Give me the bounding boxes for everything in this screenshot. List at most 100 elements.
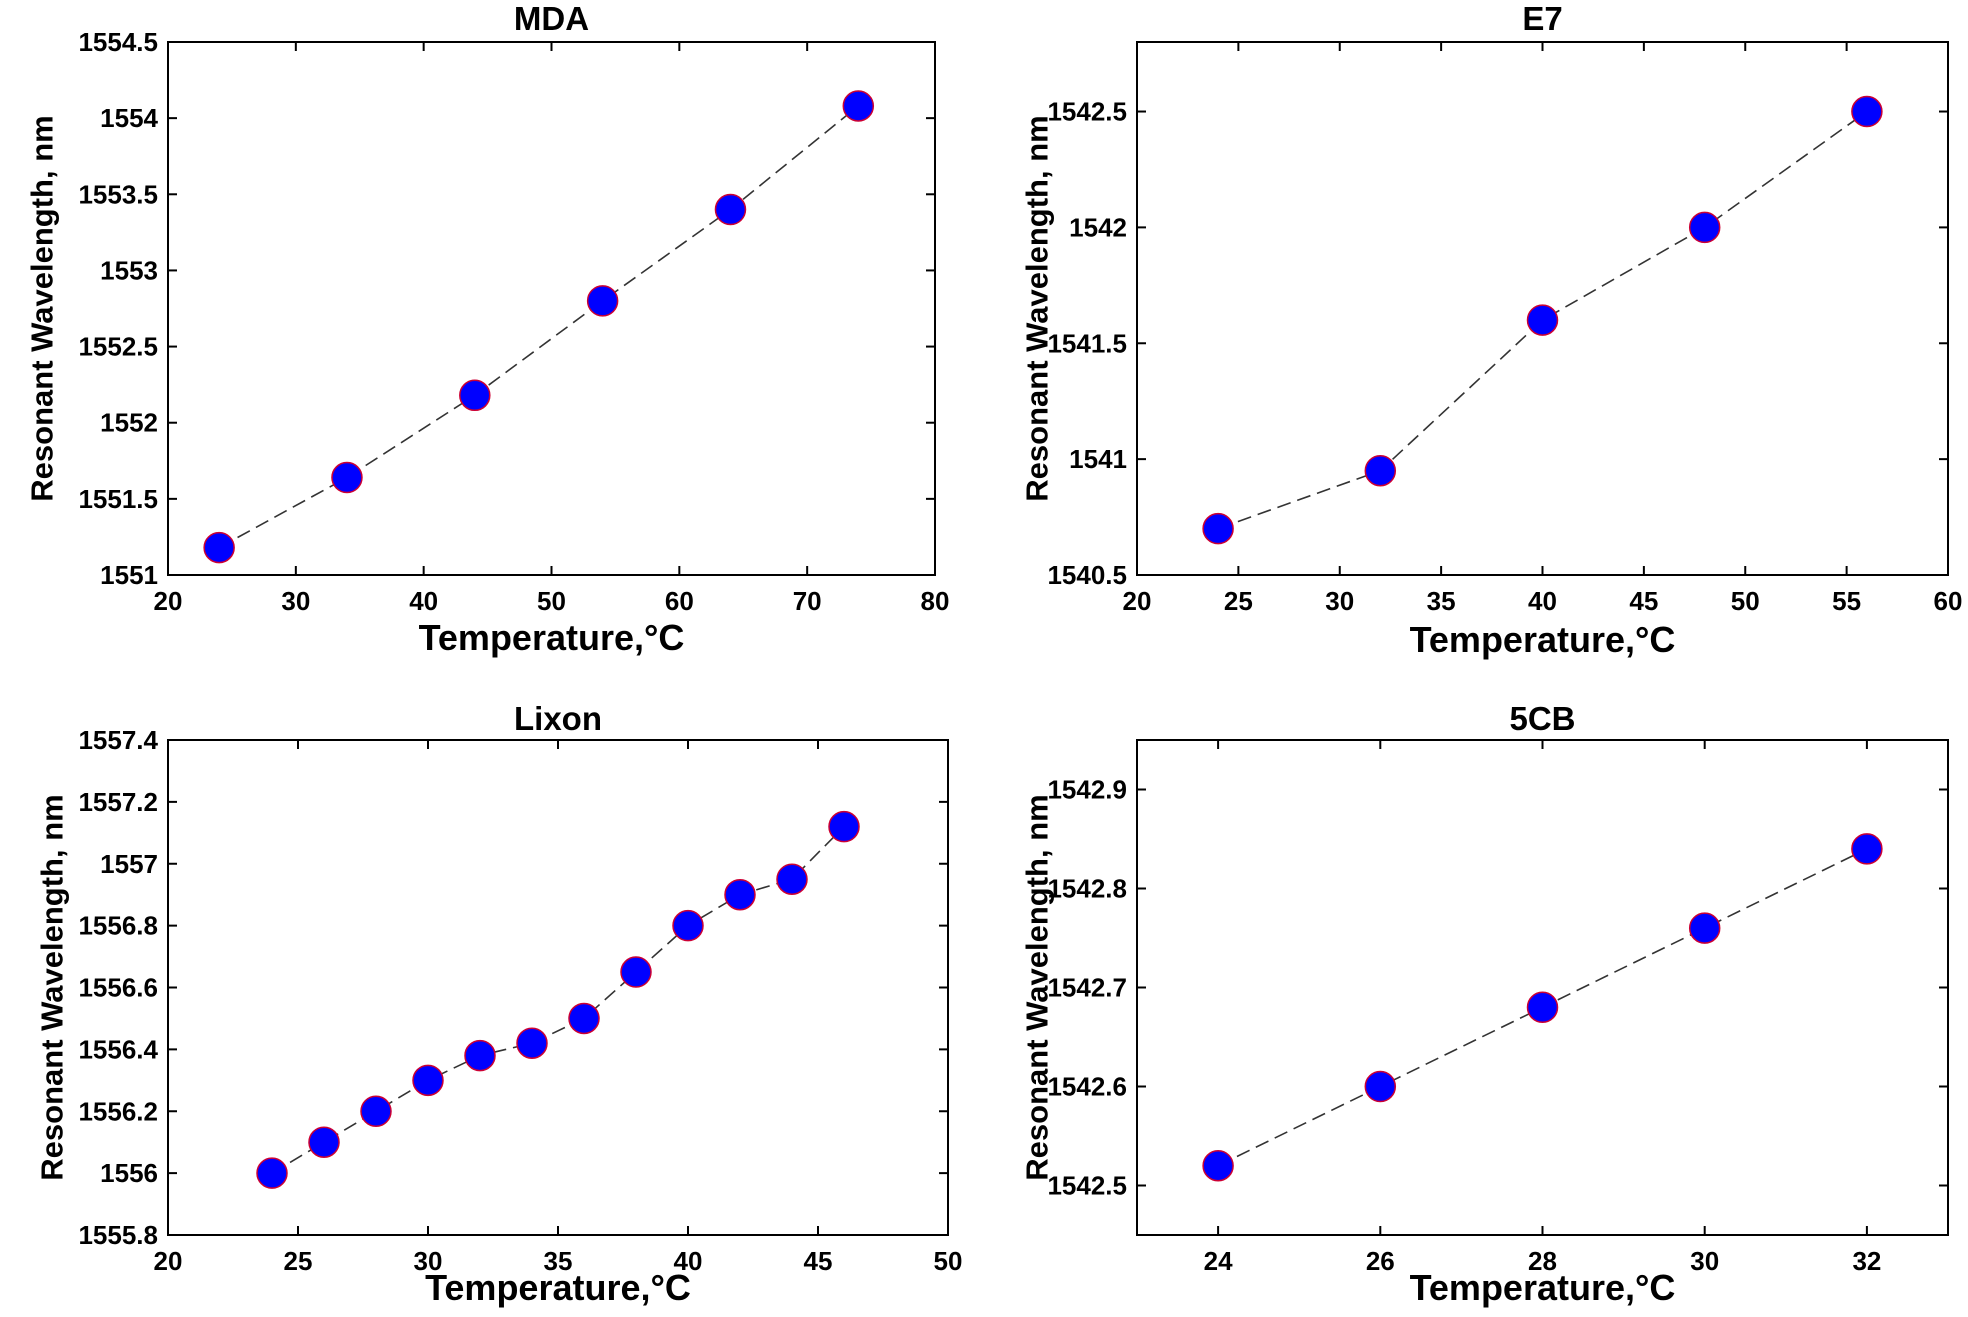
x-tick-label: 35 [1427,586,1456,616]
y-tick-label: 1541 [1069,444,1127,474]
y-axis-label: Resonant Wavelength, nm [24,115,59,501]
x-tick-label: 45 [804,1246,833,1276]
y-tick-label: 1557.2 [78,787,158,817]
x-tick-label: 30 [281,586,310,616]
y-tick-label: 1552.5 [78,332,158,362]
chart-panel-1: 20 30 40 50 60 70 80 1551 1551.5 1552 1552.5 1553 15… [24,0,949,658]
y-tick-label: 1556.8 [78,911,158,941]
data-point [776,863,808,895]
data-point [360,1095,392,1127]
x-tick-label: 32 [1852,1246,1881,1276]
x-tick-label: 30 [1690,1246,1719,1276]
x-tick-label: 30 [414,1246,443,1276]
x-axis-label: Temperature,°C [419,617,685,658]
y-tick-label: 1556.4 [78,1034,158,1064]
x-tick-label: 60 [1934,586,1963,616]
data-point [586,285,619,317]
x-tick-label: 35 [544,1246,573,1276]
x-tick-label: 24 [1204,1246,1233,1276]
data-point [308,1126,340,1158]
data-point [1526,304,1559,336]
x-tick-label: 60 [665,586,694,616]
y-tick-label: 1540.5 [1047,560,1127,590]
data-point [1364,1070,1397,1103]
y-tick-label: 1557 [100,849,158,879]
x-tick-label: 55 [1832,586,1861,616]
x-tick-label: 26 [1366,1246,1395,1276]
x-tick-label: 25 [1224,586,1253,616]
y-tick-label: 1555.8 [78,1220,158,1250]
x-tick-label: 80 [921,586,950,616]
data-point [516,1027,548,1059]
plot-frame [167,41,936,576]
chart-title: 5CB [1509,700,1575,737]
y-axis-label: Resonant Wavelength, nm [1019,115,1054,501]
x-tick-label: 45 [1629,586,1658,616]
chart-panel-2: 20 25 30 35 40 45 50 55 60 1540.5 1541 1541.5 1542 15… [1019,0,1962,660]
data-point [256,1157,288,1189]
y-tick-label: 1554 [100,103,158,133]
y-tick-label: 1542.6 [1047,1072,1127,1102]
y-tick-label: 1553.5 [78,179,158,209]
y-axis-label: Resonant Wavelength, nm [34,794,69,1180]
data-point [568,1002,600,1035]
y-tick-label: 1552 [100,408,158,438]
y-tick-label: 1541.5 [1047,328,1127,358]
data-point [620,956,652,988]
y-tick-label: 1542.5 [1047,97,1127,127]
data-point [1688,912,1721,944]
y-tick-label: 1556 [100,1158,158,1188]
chart-panel-3: 20 25 30 35 40 45 50 1555.8 1556 1556.2 1556.4 1556… [34,700,962,1308]
y-tick-label: 1556.6 [78,973,158,1003]
plot-frame [167,739,949,1236]
x-tick-label: 40 [674,1246,703,1276]
y-tick-label: 1542.9 [1047,775,1127,805]
y-tick-label: 1542 [1069,212,1127,242]
x-axis-label: Temperature,°C [1410,619,1676,660]
chart-title: MDA [514,0,589,37]
plot-frame [1136,739,1949,1236]
chart-panel-4: 24 26 28 30 32 1542.5 1542.6 1542.7 1542.8 1542.9… [1019,700,1949,1308]
data-point [1851,95,1883,128]
y-tick-label: 1551 [100,560,158,590]
x-tick-label: 28 [1528,1246,1557,1276]
x-tick-label: 50 [537,586,566,616]
y-tick-label: 1557.4 [78,725,158,755]
data-point [1202,512,1234,545]
data-point [331,461,363,494]
y-tick-label: 1542.5 [1047,1171,1127,1201]
x-tick-label: 30 [1325,586,1354,616]
chart-title: Lixon [514,700,602,737]
data-point [1202,1149,1234,1182]
y-tick-label: 1554.5 [78,27,158,57]
data-point [1851,833,1883,865]
y-tick-label: 1542.8 [1047,874,1127,904]
data-point [464,1039,496,1072]
y-tick-label: 1542.7 [1047,973,1127,1003]
data-point [724,878,756,911]
y-tick-label: 1553 [100,255,158,285]
x-tick-label: 20 [154,586,183,616]
data-point [828,810,860,843]
data-point [459,379,491,412]
data-point [1364,454,1397,487]
chart-title: E7 [1522,0,1562,37]
data-point [1526,991,1559,1024]
data-point [842,90,875,122]
data-point [412,1064,444,1097]
x-tick-label: 40 [409,586,438,616]
data-point [203,531,235,564]
x-axis-label: Temperature,°C [425,1267,691,1308]
data-point [672,909,704,942]
x-tick-label: 25 [284,1246,313,1276]
x-tick-label: 70 [793,586,822,616]
x-tick-label: 50 [934,1246,963,1276]
series-line [1217,110,1868,530]
series-line [218,105,859,549]
y-tick-label: 1551.5 [78,484,158,514]
x-axis-label: Temperature,°C [1410,1267,1676,1308]
x-tick-label: 20 [1123,586,1152,616]
x-tick-label: 40 [1528,586,1557,616]
y-tick-label: 1556.2 [78,1096,158,1126]
